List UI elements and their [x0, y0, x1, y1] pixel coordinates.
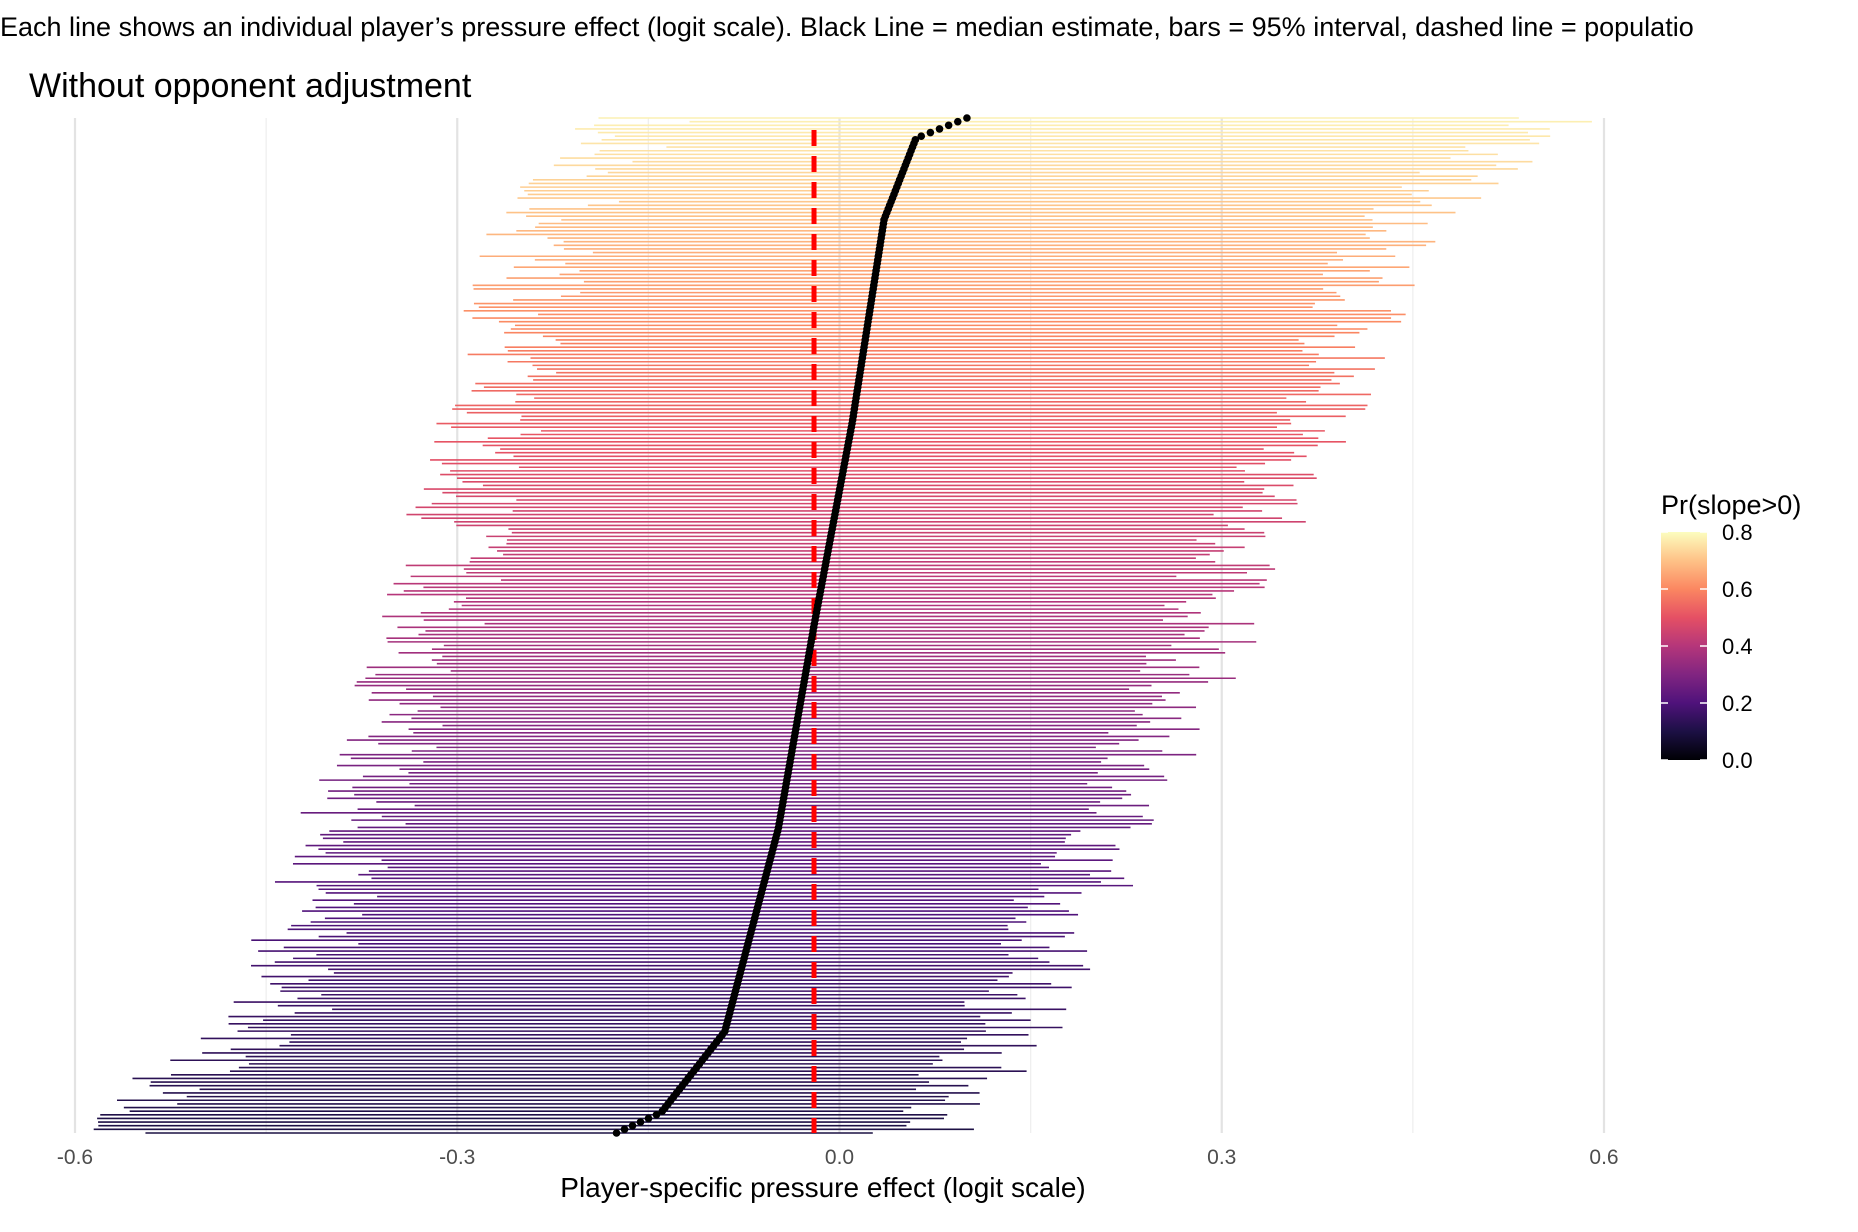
x-tick-label: 0.6: [1589, 1146, 1618, 1169]
median-point: [628, 1121, 637, 1130]
legend-tick-label: 0.4: [1722, 634, 1753, 659]
legend-tick-label: 0.0: [1722, 748, 1753, 773]
median-point: [644, 1114, 653, 1123]
legend: Pr(slope>0) 0.0 0.2 0.4 0.6 0.8: [1661, 490, 1801, 773]
x-tick-label: -0.6: [57, 1146, 93, 1169]
median-point: [612, 1129, 621, 1137]
median-point: [963, 114, 971, 122]
median-point: [652, 1111, 661, 1119]
median-point: [926, 128, 935, 137]
legend-title: Pr(slope>0): [1661, 490, 1801, 520]
x-axis-title: Player-specific pressure effect (logit s…: [560, 1172, 1085, 1203]
x-tick-label: -0.3: [439, 1146, 475, 1169]
median-point: [935, 125, 944, 133]
median-point: [620, 1125, 629, 1134]
grid-lines: [73, 118, 1606, 1133]
legend-tick-label: 0.8: [1722, 520, 1753, 545]
chart-subtitle: Each line shows an individual player’s p…: [0, 12, 1694, 42]
legend-tick-label: 0.2: [1722, 691, 1753, 716]
x-tick-label: 0.3: [1207, 1146, 1236, 1169]
x-tick-label: 0.0: [825, 1146, 854, 1169]
median-points: [612, 114, 971, 1137]
chart-title: Without opponent adjustment: [29, 67, 472, 105]
legend-ticks: 0.0 0.2 0.4 0.6 0.8: [1661, 520, 1753, 773]
legend-tick-label: 0.6: [1722, 577, 1753, 602]
median-point: [911, 136, 920, 144]
median-point: [953, 117, 962, 126]
legend-colorbar: [1661, 532, 1707, 760]
interval-bars: [93, 117, 1592, 1134]
median-point: [636, 1118, 645, 1126]
median-point: [944, 121, 953, 130]
median-point: [917, 132, 926, 140]
x-axis-ticks: -0.6 -0.3 0.0 0.3 0.6: [57, 1146, 1619, 1169]
